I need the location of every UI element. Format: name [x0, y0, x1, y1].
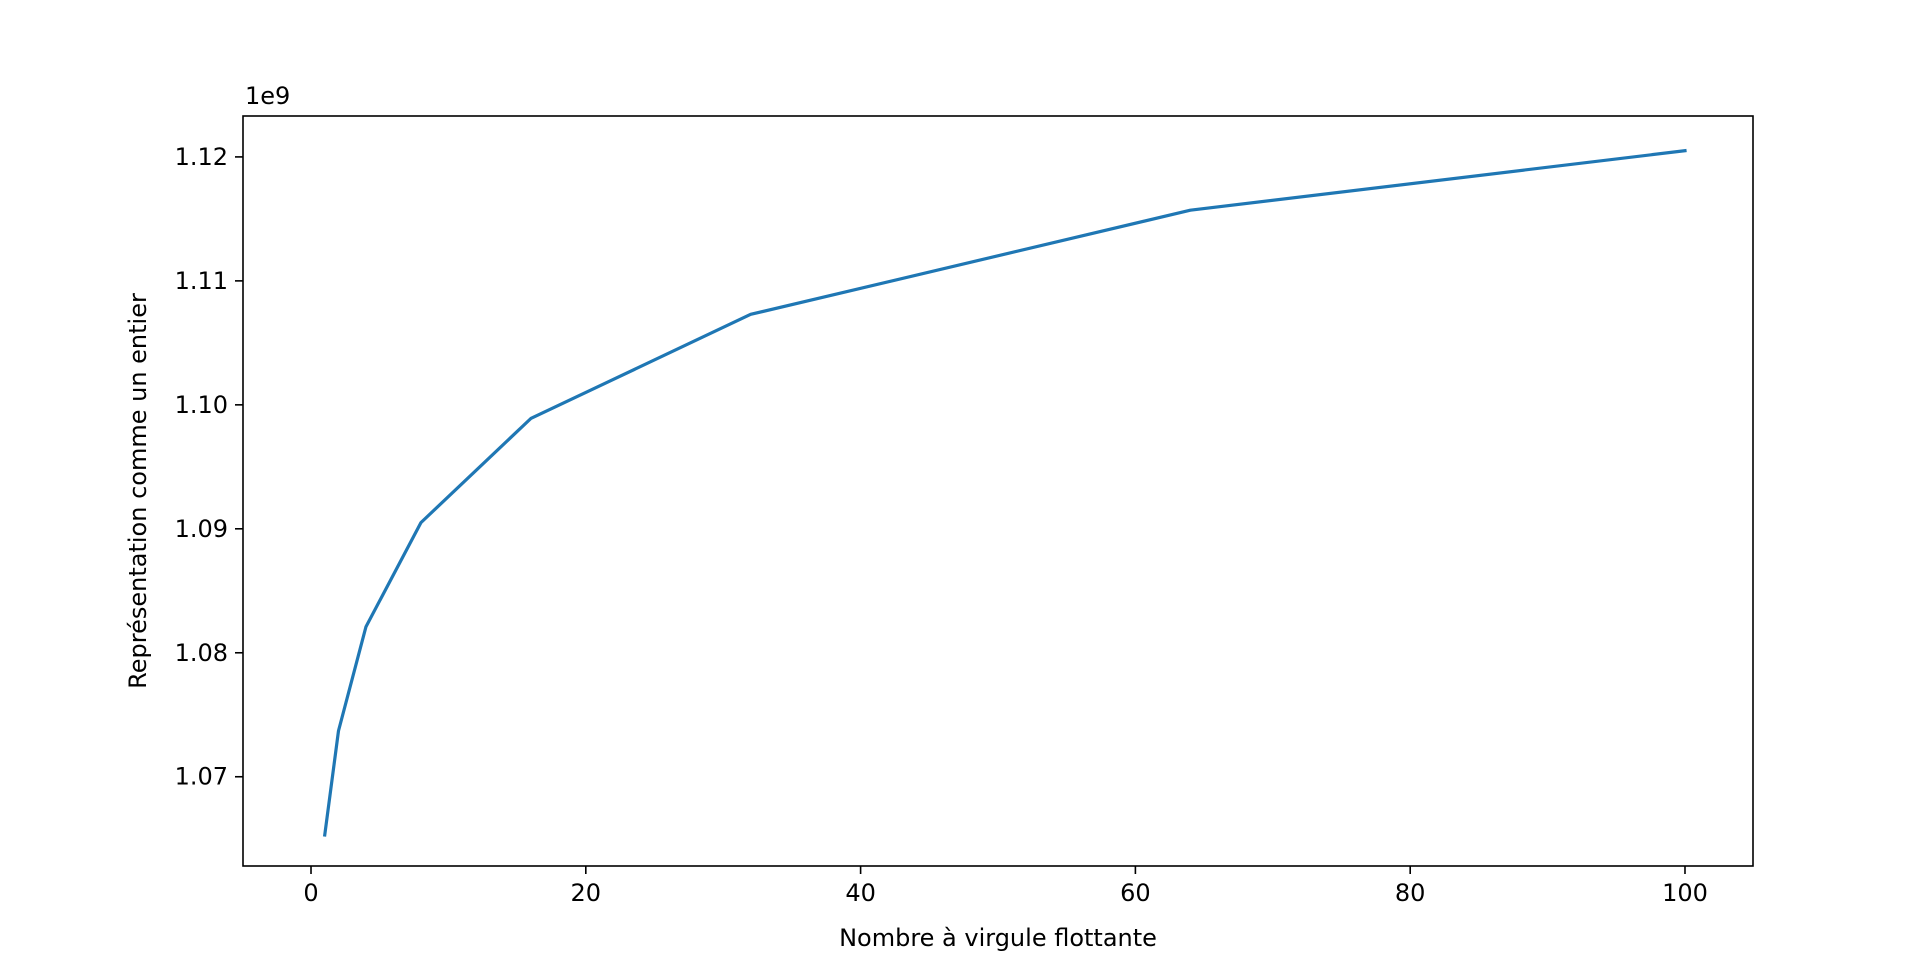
y-tick-label: 1.07	[175, 763, 228, 791]
plot-area: 0 20 40 60 80 100 1.07 1.08 1.09 1.10 1.11 1.12	[175, 115, 1754, 907]
x-tick-label: 40	[845, 879, 876, 907]
x-tick-label: 0	[303, 879, 318, 907]
x-tick-label: 80	[1395, 879, 1426, 907]
series-line	[322, 148, 1687, 837]
y-tick-label: 1.11	[175, 267, 228, 295]
y-axis-offset-label: 1e9	[245, 82, 290, 110]
x-tick-label: 20	[571, 879, 602, 907]
y-tick-label: 1.10	[175, 391, 228, 419]
y-tick-label: 1.09	[175, 515, 228, 543]
x-axis-label: Nombre à virgule flottante	[839, 924, 1157, 952]
x-tick-label: 60	[1120, 879, 1151, 907]
x-axis-ticks: 0 20 40 60 80 100	[303, 866, 1708, 907]
y-axis-ticks: 1.07 1.08 1.09 1.10 1.11 1.12	[175, 143, 243, 791]
y-tick-label: 1.08	[175, 639, 228, 667]
y-axis-label: Représentation comme un entier	[124, 293, 152, 689]
x-tick-label: 100	[1662, 879, 1708, 907]
series-layer	[322, 148, 1687, 837]
plot-frame	[242, 115, 1754, 867]
y-tick-label: 1.12	[175, 143, 228, 171]
